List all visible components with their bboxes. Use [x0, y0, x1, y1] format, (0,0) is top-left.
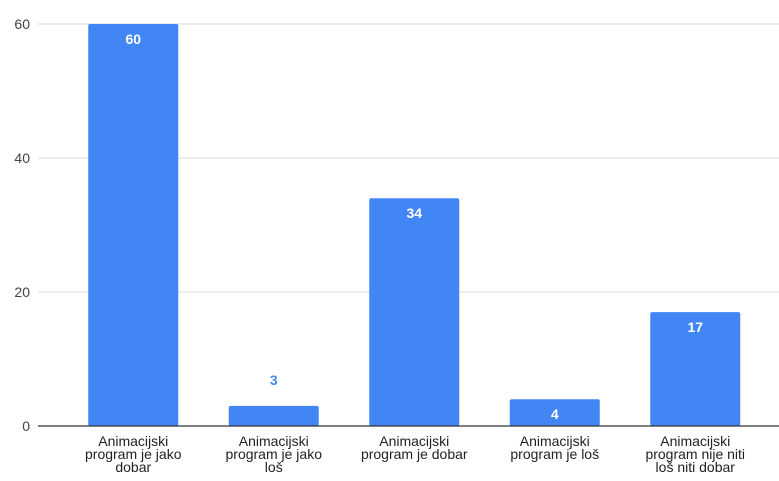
- x-category-label-line: program je jako: [85, 446, 182, 462]
- bar: [88, 24, 179, 426]
- x-category-label: Animacijski program je dobar: [361, 433, 468, 462]
- x-category-label: Animacijski program je loš: [510, 433, 599, 462]
- x-category-label-line: loš: [265, 459, 283, 475]
- x-category-label-line: Animacijski: [98, 433, 168, 449]
- y-tick-label: 0: [22, 418, 30, 434]
- x-axis-category-labels: Animacijski program je jako dobarAnimacijs…: [85, 433, 745, 475]
- x-category-label: Animacijski program je jako loš: [226, 433, 323, 475]
- x-category-label-line: program je dobar: [361, 446, 468, 462]
- bar: [369, 198, 460, 426]
- bars: [88, 24, 741, 426]
- y-tick-label: 20: [14, 284, 30, 300]
- data-label: 60: [125, 31, 141, 47]
- x-category-label-line: program je loš: [510, 446, 599, 462]
- bar: [228, 405, 319, 426]
- x-category-label-line: Animacijski: [660, 433, 730, 449]
- bar: [509, 399, 600, 426]
- y-axis-tick-labels: 0 20 40 60: [14, 16, 30, 434]
- y-tick-label: 40: [14, 150, 30, 166]
- x-category-label: Animacijski program nije niti loš niti dob…: [645, 433, 745, 475]
- bar: [650, 312, 741, 426]
- data-labels: 60 3 34 4 17: [125, 31, 703, 422]
- x-category-label-line: Animacijski: [520, 433, 590, 449]
- x-category-label-line: loš niti dobar: [656, 459, 736, 475]
- x-category-label-line: Animacijski: [239, 433, 309, 449]
- x-category-label-line: program nije niti: [645, 446, 745, 462]
- data-label: 34: [406, 205, 422, 221]
- data-label: 3: [270, 372, 278, 388]
- data-label: 17: [687, 319, 703, 335]
- x-category-label-line: program je jako: [226, 446, 323, 462]
- data-label: 4: [551, 406, 559, 422]
- x-category-label-line: Animacijski: [379, 433, 449, 449]
- x-category-label-line: dobar: [115, 459, 151, 475]
- x-category-label: Animacijski program je jako dobar: [85, 433, 182, 475]
- y-tick-label: 60: [14, 16, 30, 32]
